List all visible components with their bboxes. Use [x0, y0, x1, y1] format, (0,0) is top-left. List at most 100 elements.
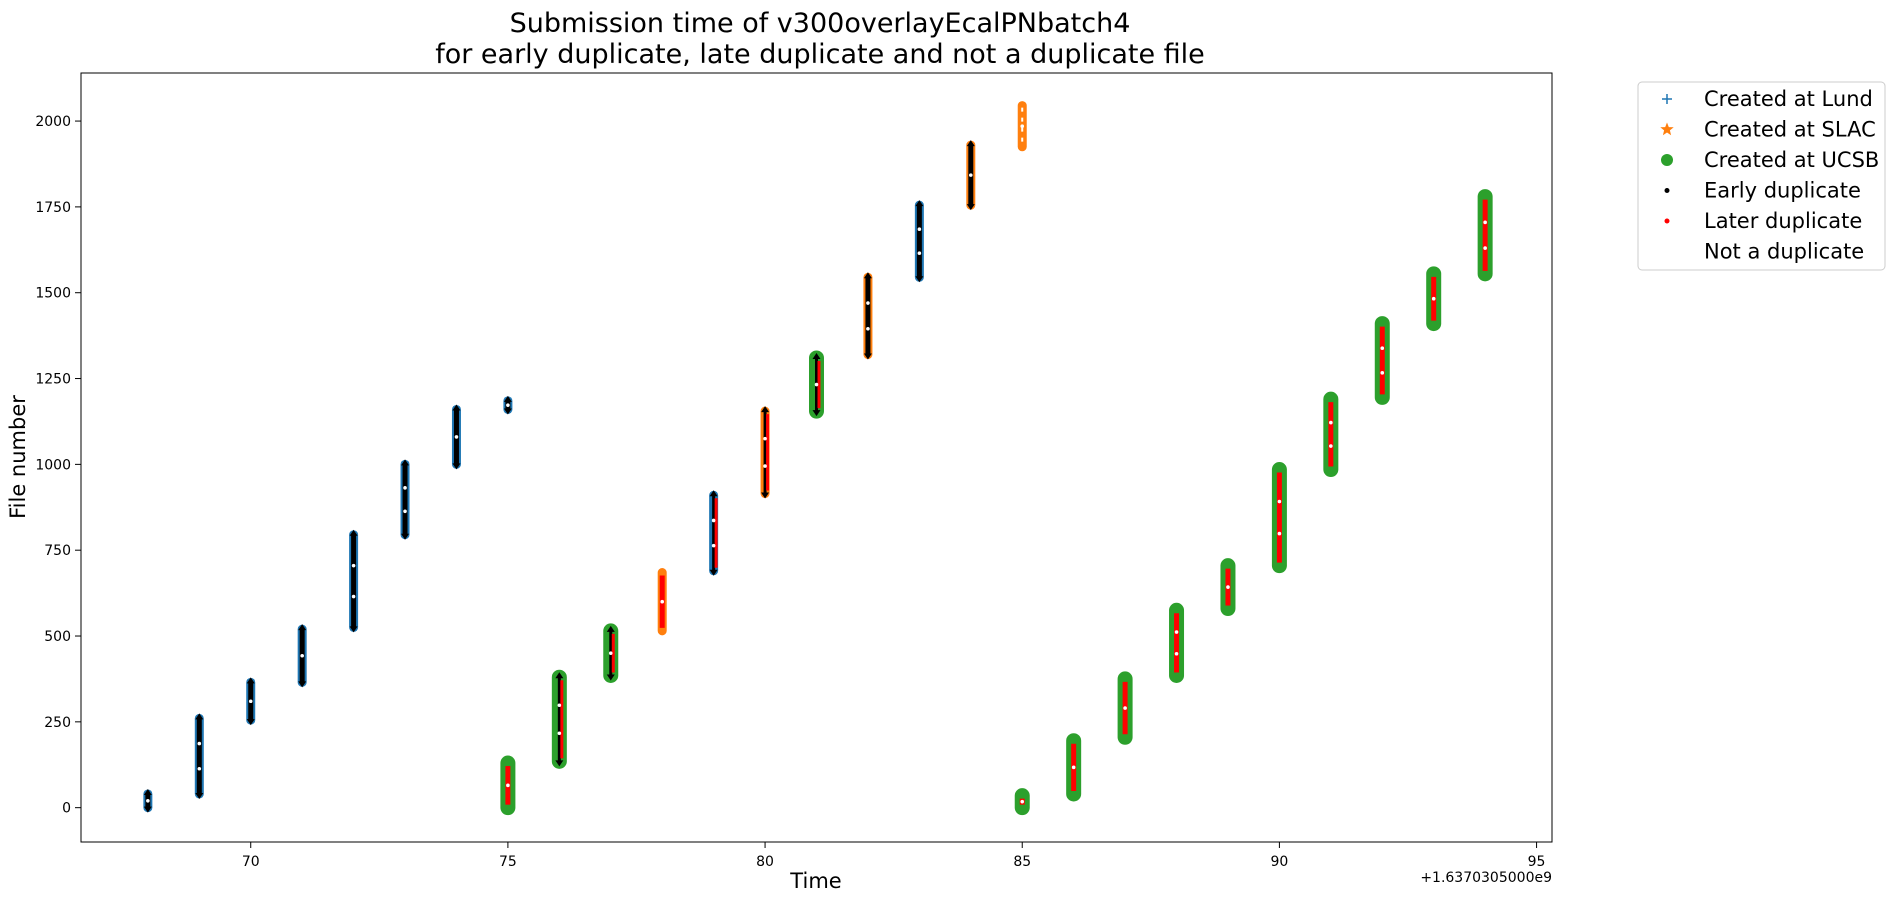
data-series-column [1271, 462, 1287, 574]
not-duplicate-point [1277, 499, 1282, 504]
not-duplicate-point [1431, 296, 1436, 301]
not-duplicate-point [1174, 651, 1179, 656]
early-duplicate-cap [606, 625, 615, 681]
y-tick-label: 0 [62, 801, 71, 817]
not-duplicate-point [248, 699, 253, 704]
data-series-column [1117, 671, 1133, 745]
data-series-column [966, 140, 976, 211]
not-duplicate-point [351, 594, 356, 599]
y-tick-label: 250 [44, 715, 71, 731]
y-tick-label: 2000 [35, 114, 71, 130]
data-series-column [1014, 788, 1030, 816]
y-tick-label: 1750 [35, 200, 71, 216]
data-series-column [500, 755, 516, 816]
not-duplicate-point [506, 403, 510, 407]
data-series-column [809, 350, 824, 419]
data-series-column [1477, 189, 1493, 282]
data-series-column [1220, 558, 1236, 617]
not-duplicate-point [197, 766, 202, 771]
not-duplicate-point [608, 651, 613, 655]
x-tick-label: 95 [1528, 854, 1546, 870]
data-series-column [143, 788, 153, 813]
not-duplicate-point [1020, 799, 1025, 804]
not-duplicate-point [351, 563, 356, 568]
legend-star-icon [1660, 122, 1674, 136]
y-tick-label: 750 [44, 543, 71, 559]
not-duplicate-point [1483, 246, 1487, 250]
data-series-column [603, 623, 619, 683]
not-duplicate-point [506, 783, 510, 788]
not-duplicate-point [866, 301, 870, 305]
legend: Created at Lund Created at SLAC Created at… [1637, 81, 1886, 271]
data-series-column [451, 404, 461, 470]
legend-circle-icon [1661, 154, 1673, 166]
data-series-column [1426, 266, 1442, 332]
not-duplicate-point [557, 703, 562, 708]
x-axis-label: Time [789, 869, 841, 893]
not-duplicate-point [454, 435, 459, 439]
y-tick-label: 1500 [35, 286, 71, 302]
legend-label: Later duplicate [1704, 209, 1862, 233]
not-duplicate-point [917, 251, 922, 256]
y-tick-label: 1000 [35, 457, 71, 473]
not-duplicate-point [300, 653, 304, 658]
data-series-column [1066, 733, 1082, 802]
data-series-column [760, 406, 770, 499]
x-tick-label: 80 [756, 854, 774, 870]
legend-dot-icon [1664, 249, 1670, 254]
x-tick-label: 90 [1270, 854, 1288, 870]
legend-label: Not a duplicate [1704, 240, 1864, 264]
data-series-column [1374, 316, 1390, 405]
not-duplicate-point [557, 731, 562, 736]
chart-title: Submission time of v300overlayEcalPNbatc… [510, 8, 1131, 39]
data-series-column [914, 200, 924, 283]
x-tick-label: 85 [1013, 854, 1031, 870]
data-series-column [551, 669, 567, 769]
data-series-column [349, 529, 359, 633]
not-duplicate-point [1174, 630, 1179, 634]
data-series-column [297, 624, 307, 688]
not-duplicate-point [1380, 346, 1385, 351]
plot-area [143, 101, 1493, 816]
y-tick-label: 1250 [35, 372, 71, 388]
data-series-column [194, 713, 204, 799]
not-duplicate-point [917, 227, 922, 232]
x-tick-label: 75 [499, 854, 517, 870]
not-duplicate-point [1020, 124, 1025, 129]
legend-label: Created at UCSB [1704, 148, 1879, 172]
data-series-column [1017, 101, 1027, 152]
not-duplicate-point [711, 543, 716, 548]
not-duplicate-point [1329, 444, 1333, 448]
legend-dot-icon [1664, 188, 1670, 193]
legend-label: Created at SLAC [1704, 118, 1876, 142]
data-series-column [246, 677, 256, 726]
data-series-column [1169, 602, 1185, 683]
not-duplicate-point [1483, 220, 1487, 225]
not-duplicate-point [146, 799, 150, 803]
legend-dot-icon [1664, 218, 1670, 224]
data-series-column [709, 490, 719, 576]
legend-box [1637, 81, 1886, 271]
not-duplicate-point [866, 326, 870, 331]
y-axis-label: File number [6, 395, 30, 519]
data-series-column [863, 272, 873, 360]
not-duplicate-point [403, 509, 407, 514]
axis-ticks: 70 75 80 85 90 95 0 250 500 750 1000 1250 1500 1750 20… [35, 114, 1545, 870]
x-offset-label: +1.6370305000e9 [1420, 870, 1552, 886]
not-duplicate-point [763, 436, 767, 441]
not-duplicate-point [814, 382, 819, 387]
not-duplicate-point [1380, 371, 1385, 375]
legend-label: Created at Lund [1704, 87, 1873, 111]
data-series-column [1323, 391, 1339, 478]
not-duplicate-point [1277, 531, 1282, 536]
data-series-column [657, 568, 667, 636]
not-duplicate-point [660, 599, 664, 604]
not-duplicate-point [1226, 585, 1230, 589]
not-duplicate-point [197, 741, 202, 746]
not-duplicate-point [1329, 420, 1333, 425]
data-series-column [400, 459, 410, 540]
plot-frame [80, 72, 1553, 843]
not-duplicate-point [763, 464, 767, 468]
early-duplicate-cap [143, 788, 152, 813]
